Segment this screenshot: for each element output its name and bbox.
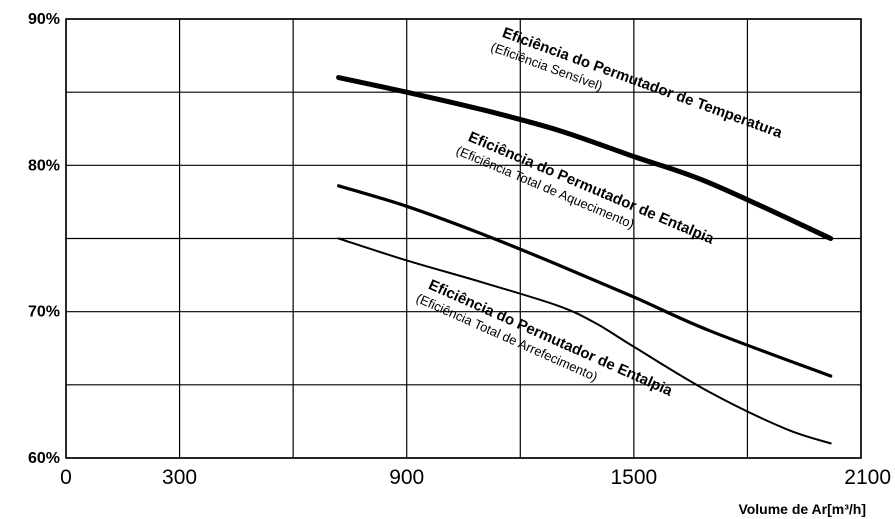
y-tick-label-1: 70% <box>28 304 60 321</box>
annotation-2: Eficiência do Permutador de Entalpia(Efi… <box>454 128 717 247</box>
series-line-3 <box>337 237 832 445</box>
series-line-2 <box>336 184 833 378</box>
x-tick-label-4: 2100 <box>844 466 891 489</box>
y-tick-label-0: 60% <box>28 450 60 467</box>
x-tick-label-1: 300 <box>162 466 197 489</box>
curve-annotations: Eficiência do Permutador de Temperatura(… <box>414 24 785 400</box>
series-line-1 <box>336 75 834 241</box>
x-tick-label-2: 900 <box>389 466 424 489</box>
y-tick-label-3: 90% <box>28 11 60 28</box>
annotation-2-title: Eficiência do Permutador de Entalpia <box>466 128 717 247</box>
x-tick-label-0: 0 <box>60 466 72 489</box>
y-tick-label-2: 80% <box>28 157 60 174</box>
grid <box>65 18 862 459</box>
annotation-3-title: Eficiência do Permutador de Entalpia <box>426 276 676 400</box>
annotation-3-subtitle: (Eficiência Total de Arrefecimento) <box>414 290 600 384</box>
series-lines <box>336 75 834 445</box>
x-tick-label-3: 1500 <box>610 466 657 489</box>
x-axis-ticks: 0 300 900 1500 2100 <box>60 466 891 489</box>
annotation-3: Eficiência do Permutador de Entalpia(Efi… <box>414 276 676 400</box>
annotation-1: Eficiência do Permutador de Temperatura(… <box>489 24 785 142</box>
y-axis-ticks: 60% 70% 80% 90% <box>28 11 60 467</box>
plot-frame <box>65 18 862 459</box>
x-axis-label: Volume de Ar[m³/h] <box>738 501 866 517</box>
